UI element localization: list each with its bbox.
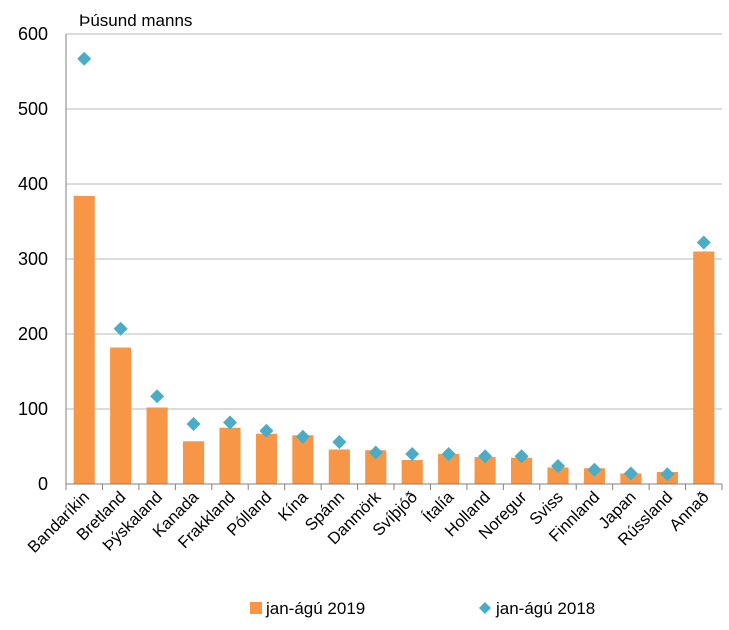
axis-layer [65,34,723,490]
bar [182,441,205,484]
legend-label-2018: jan-ágú 2018 [495,599,595,618]
marker-point [368,445,383,460]
bar [438,454,460,484]
legend-label-2019: jan-ágú 2019 [265,599,365,618]
marker-point [113,321,128,336]
y-tick-label: 200 [18,324,48,344]
marker-point [587,462,602,477]
marker-point [332,435,347,449]
marker-point [223,415,237,430]
y-unit-label: Þúsund manns [79,11,192,30]
marker-layer [77,51,711,482]
marker-point [77,51,92,66]
bar [365,450,387,484]
bar [510,457,533,484]
bar [547,467,569,484]
marker-point [514,449,529,464]
bar [110,347,132,484]
bar [401,460,423,484]
grid-layer [66,33,722,410]
marker-point [623,466,638,481]
y-tick-label: 300 [18,249,48,269]
x-tick-label: Annað [666,488,712,534]
y-tick-label: 500 [18,99,48,119]
marker-point [696,235,711,250]
bar [693,251,715,484]
marker-point [150,389,165,404]
marker-point [551,459,565,473]
bar [146,407,168,484]
bar-layer [73,196,715,484]
marker-point [478,449,493,464]
legend-swatch-2018 [479,602,491,614]
bar [328,449,350,484]
bar [73,196,95,484]
marker-point [295,429,310,444]
y-tick-label: 400 [18,174,48,194]
marker-point [660,467,675,482]
marker-point [186,417,201,431]
bar [292,435,314,484]
y-tick-label: 600 [18,24,48,44]
marker-point [441,447,456,461]
legend: jan-ágú 2019 jan-ágú 2018 [250,599,595,618]
bar [219,427,241,484]
legend-swatch-2019 [250,602,262,614]
y-tick-label: 0 [38,474,48,494]
marker-point [405,447,420,461]
y-tick-label: 100 [18,399,48,419]
bar [474,457,496,484]
bar [255,433,278,484]
marker-point [259,423,274,438]
